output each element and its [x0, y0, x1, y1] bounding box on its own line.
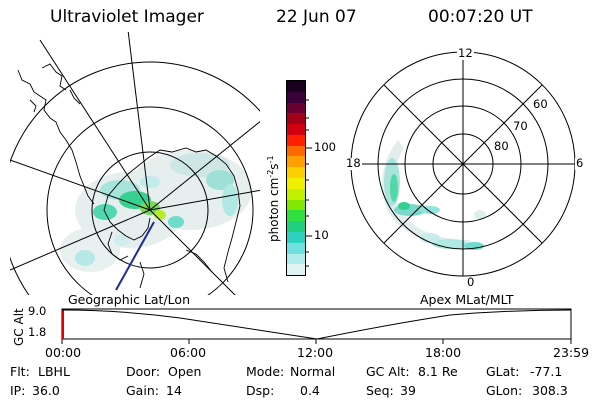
altitude-curve: [61, 309, 572, 340]
orbit-track: [115, 221, 155, 291]
mlat-label-80: 80: [493, 139, 510, 153]
status-seq-value: 39: [400, 383, 416, 398]
colorbar-tick-10: 10: [314, 228, 329, 242]
colorbar-segment: [287, 167, 305, 179]
colorbar-segment: [287, 102, 305, 114]
status-dsp-key: Dsp:: [246, 383, 275, 398]
status-glon-value: 308.3: [532, 383, 568, 398]
timeline-x-tick-1: 06:00: [170, 345, 207, 360]
mlt-label-12: 12: [457, 46, 474, 60]
timeline-y-tick-top: 9.0: [28, 304, 47, 318]
colorbar-segment: [287, 253, 305, 265]
apex-panel-label: Apex MLat/MLT: [420, 292, 514, 307]
colorbar-segment: [287, 242, 305, 254]
colorbar-segment: [287, 113, 305, 125]
status-glon-key: GLon:: [486, 383, 523, 398]
status-door-value: Open: [168, 364, 202, 379]
timeline-x-tick-4: 23:59: [553, 345, 590, 360]
timeline-x-tick-2: 12:00: [297, 345, 334, 360]
geo-meridians: [10, 32, 260, 295]
status-ip-value: 36.0: [32, 383, 60, 398]
status-gain-value: 14: [166, 383, 182, 398]
colorbar-segment: [287, 188, 305, 200]
mlat-label-60: 60: [532, 97, 549, 111]
colorbar-segment: [287, 145, 305, 157]
status-ip-key: IP:: [10, 383, 26, 398]
timeline-x-tick-0: 00:00: [45, 345, 82, 360]
status-glat-key: GLat:: [486, 364, 520, 379]
colorbar-segment: [287, 178, 305, 189]
mlt-label-0: 0: [467, 275, 475, 289]
colorbar-segment: [287, 124, 305, 135]
colorbar-segment: [287, 231, 305, 243]
colorbar-segment: [287, 264, 305, 276]
status-gain-key: Gain:: [126, 383, 159, 398]
colorbar: [286, 80, 306, 276]
status-filter-value: LBHL: [38, 364, 70, 379]
status-dsp-value: 0.4: [300, 383, 320, 398]
colorbar-tick-100: 100: [314, 140, 336, 154]
geo-aurora-image: [60, 150, 252, 272]
timeline-y-tick-bottom: 1.8: [28, 325, 47, 339]
colorbar-segment: [287, 221, 305, 232]
geo-panel-label: Geographic Lat/Lon: [68, 292, 190, 307]
mlat-label-70: 70: [512, 119, 529, 133]
mlt-label-6: 6: [575, 156, 585, 170]
colorbar-segment: [287, 156, 305, 168]
status-mode-value: Normal: [290, 364, 336, 379]
status-seq-key: Seq:: [366, 383, 394, 398]
mlt-spokes: [351, 52, 575, 276]
app-title: Ultraviolet Imager: [50, 7, 204, 27]
mlt-label-18: 18: [345, 156, 362, 170]
colorbar-segment: [287, 199, 305, 211]
observation-date: 22 Jun 07: [276, 7, 357, 27]
colorbar-segment: [287, 81, 305, 92]
status-glat-value: -77.1: [530, 364, 563, 379]
colorbar-segment: [287, 91, 305, 103]
status-gcalt-value: 8.1 Re: [418, 364, 458, 379]
colorbar-segment: [287, 210, 305, 222]
status-filter-key: Flt:: [10, 364, 30, 379]
status-gcalt-key: GC Alt:: [366, 364, 410, 379]
timeline-x-tick-3: 18:00: [425, 345, 462, 360]
observation-time: 00:07:20 UT: [428, 7, 533, 27]
geo-latitude-circles: [10, 61, 260, 295]
status-mode-key: Mode:: [246, 364, 285, 379]
colorbar-segment: [287, 134, 305, 146]
status-door-key: Door:: [126, 364, 161, 379]
